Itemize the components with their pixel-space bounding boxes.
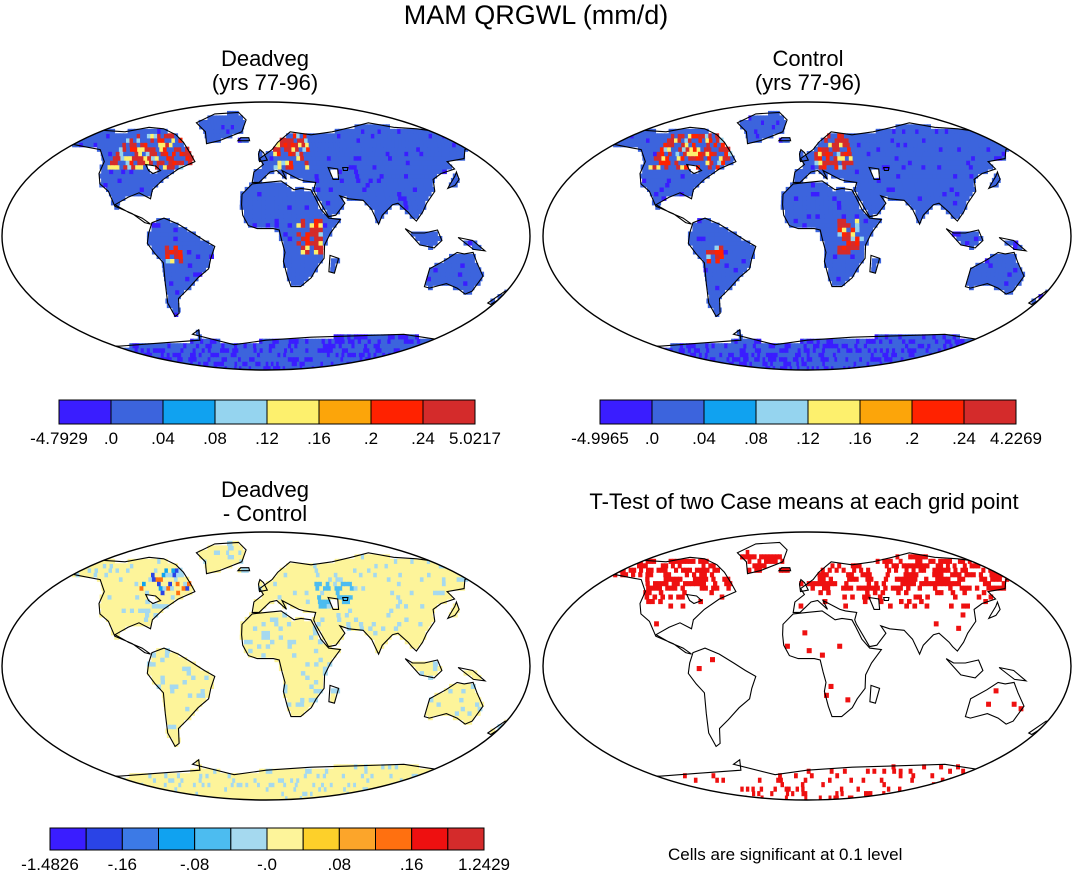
colorbar-tick-label: .08 (744, 429, 768, 449)
colorbar-swatch (371, 400, 423, 424)
colorbar-tick-label: -.0 (257, 855, 277, 875)
deadveg-panel-title: Deadveg (yrs 77-96) (165, 47, 365, 95)
colorbar-swatch (163, 400, 215, 424)
colorbar-tick-label: .04 (692, 429, 716, 449)
significance-footnote: Cells are significant at 0.1 level (668, 845, 902, 865)
colorbar-tick-label: 5.0217 (449, 429, 501, 449)
map-cells (72, 541, 509, 801)
colorbar-swatch (195, 828, 231, 850)
colorbar-tick-label: .16 (400, 855, 424, 875)
figure-title: MAM QRGWL (mm/d) (0, 0, 1072, 31)
map-cells (613, 111, 1050, 371)
colorbar-swatch (860, 400, 912, 424)
colorbar-swatch (339, 828, 375, 850)
colorbar-svg (58, 399, 476, 425)
colorbar-swatch (267, 400, 319, 424)
coastline (869, 598, 880, 610)
colorbar-swatch (86, 828, 122, 850)
difference-colorbar (49, 827, 485, 851)
colorbar-swatch (652, 400, 704, 424)
coastline (688, 648, 756, 746)
colorbar-tick-label: .2 (364, 429, 378, 449)
map-cells (72, 111, 509, 371)
colorbar-tick-label: -1.4826 (21, 855, 79, 875)
colorbar-tick-label: .0 (104, 429, 118, 449)
colorbar-swatch (448, 828, 484, 850)
colorbar-swatch (59, 400, 111, 424)
colorbar-tick-label: 4.2269 (990, 429, 1042, 449)
colorbar-tick-label: -.08 (180, 855, 209, 875)
difference-title-line2: - Control (165, 502, 365, 526)
deadveg-title-line1: Deadveg (165, 47, 365, 71)
colorbar-tick-label: .16 (307, 429, 331, 449)
map-svg (541, 530, 1072, 802)
colorbar-tick-label: .2 (905, 429, 919, 449)
colorbar-swatch (600, 400, 652, 424)
difference-panel-title: Deadveg - Control (165, 478, 365, 526)
colorbar-tick-label: .08 (203, 429, 227, 449)
coastline (999, 668, 1026, 681)
colorbar-svg (599, 399, 1017, 425)
control-title-line1: Control (708, 47, 908, 71)
colorbar-swatch (111, 400, 163, 424)
colorbar-swatch (50, 828, 86, 850)
ttest-map (541, 530, 1072, 802)
colorbar-tick-label: -4.9965 (571, 429, 629, 449)
colorbar-swatch (756, 400, 808, 424)
colorbar-swatch (122, 828, 158, 850)
colorbar-swatch (159, 828, 195, 850)
coastline (870, 685, 880, 703)
colorbar-tick-label: -.16 (108, 855, 137, 875)
difference-title-line1: Deadveg (165, 478, 365, 502)
colorbar-swatch (964, 400, 1016, 424)
ttest-panel-title: T-Test of two Case means at each grid po… (536, 490, 1072, 514)
colorbar-swatch (423, 400, 475, 424)
deadveg-title-line2: (yrs 77-96) (165, 71, 365, 95)
colorbar-tick-label: .0 (645, 429, 659, 449)
map-svg (0, 100, 532, 372)
control-title-line2: (yrs 77-96) (708, 71, 908, 95)
control-panel-title: Control (yrs 77-96) (708, 47, 908, 95)
colorbar-tick-label: .16 (848, 429, 872, 449)
colorbar-tick-label: .12 (255, 429, 279, 449)
deadveg-colorbar (58, 399, 476, 425)
colorbar-swatch (808, 400, 860, 424)
map-svg (0, 530, 532, 802)
colorbar-tick-label: .08 (328, 855, 352, 875)
colorbar-swatch (231, 828, 267, 850)
difference-map (0, 530, 532, 802)
colorbar-swatch (215, 400, 267, 424)
coastline (783, 611, 882, 717)
colorbar-swatch (267, 828, 303, 850)
colorbar-swatch (912, 400, 964, 424)
colorbar-swatch (376, 828, 412, 850)
coastline (946, 659, 983, 678)
colorbar-tick-label: 1.2429 (458, 855, 510, 875)
colorbar-tick-label: .24 (952, 429, 976, 449)
colorbar-tick-label: .04 (151, 429, 175, 449)
colorbar-tick-label: .24 (411, 429, 435, 449)
coastline (884, 598, 889, 601)
colorbar-swatch (412, 828, 448, 850)
colorbar-swatch (303, 828, 339, 850)
control-colorbar (599, 399, 1017, 425)
coastline (989, 602, 1000, 618)
colorbar-svg (49, 827, 485, 851)
coastline (1029, 721, 1051, 734)
map-svg (541, 100, 1072, 372)
colorbar-tick-label: -4.7929 (30, 429, 88, 449)
control-map (541, 100, 1072, 372)
deadveg-map (0, 100, 532, 372)
colorbar-swatch (319, 400, 371, 424)
colorbar-swatch (704, 400, 756, 424)
colorbar-tick-label: .12 (796, 429, 820, 449)
